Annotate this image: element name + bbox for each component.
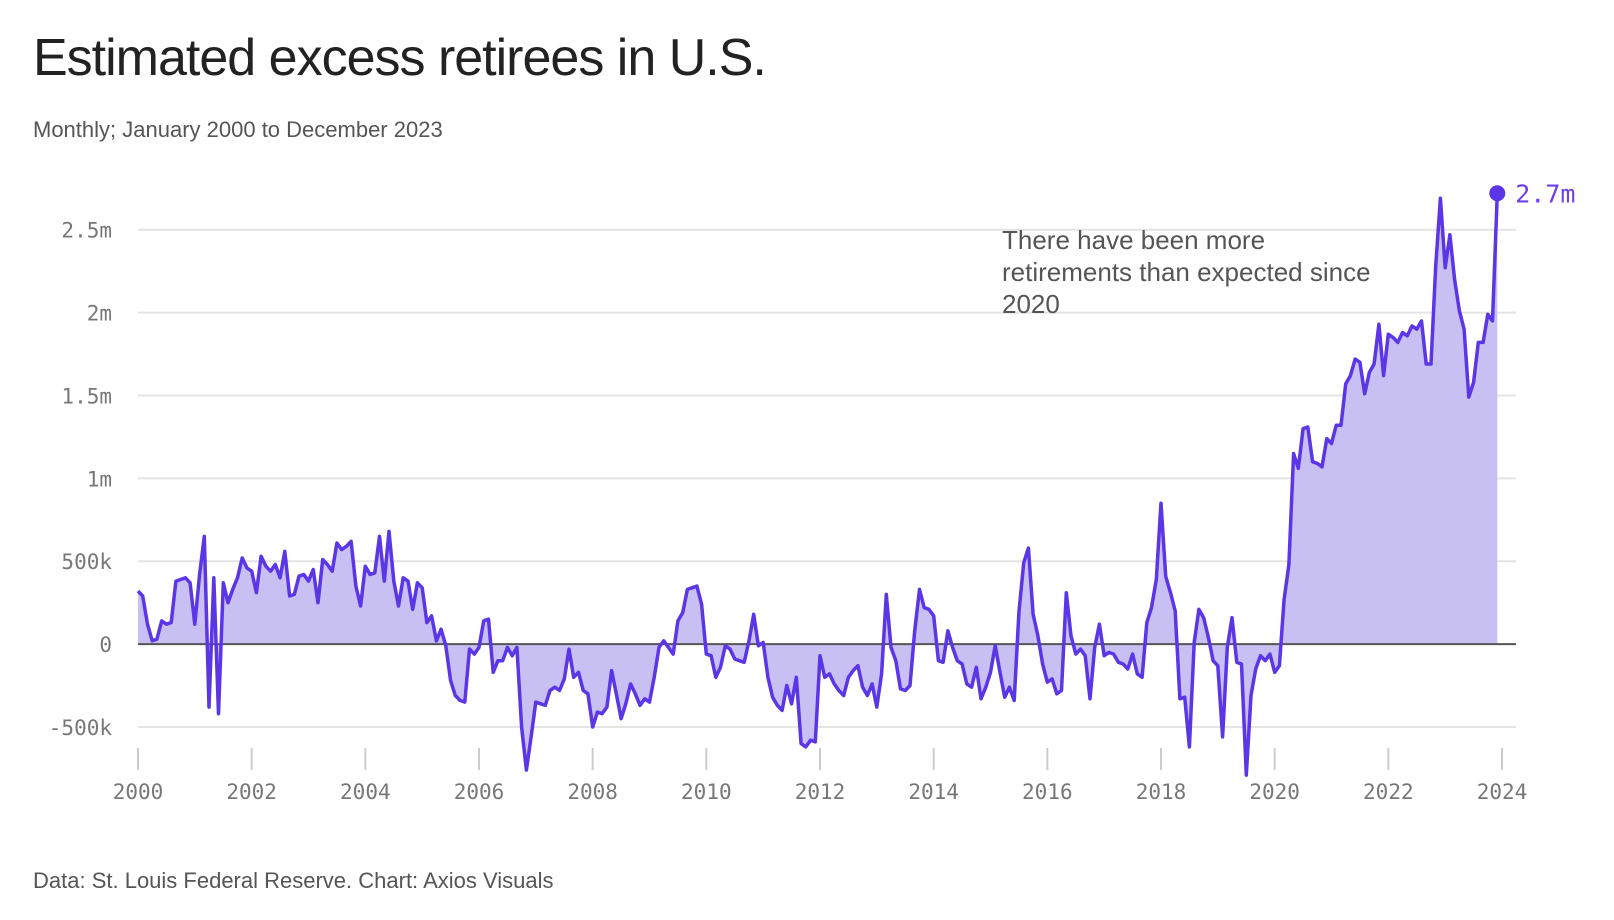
x-tick-label: 2016 — [1022, 780, 1073, 804]
x-tick-label: 2010 — [681, 780, 732, 804]
annotation-line-1: There have been more — [1002, 225, 1265, 255]
x-tick-label: 2020 — [1249, 780, 1300, 804]
annotation-line-3: 2020 — [1002, 289, 1060, 319]
y-tick-label: 1.5m — [61, 384, 112, 408]
x-tick-label: 2022 — [1363, 780, 1414, 804]
end-point-marker — [1489, 185, 1506, 202]
chart-title: Estimated excess retirees in U.S. — [33, 29, 767, 87]
y-tick-label: 0 — [99, 633, 112, 657]
x-tick-label: 2006 — [454, 780, 505, 804]
y-tick-label: 1m — [87, 467, 112, 491]
y-tick-label: -500k — [49, 716, 113, 740]
x-tick-label: 2024 — [1477, 780, 1528, 804]
chart-subtitle: Monthly; January 2000 to December 2023 — [33, 117, 443, 142]
x-tick-label: 2008 — [567, 780, 618, 804]
end-value-label: 2.7m — [1515, 179, 1575, 208]
x-tick-label: 2012 — [795, 780, 846, 804]
area-fill — [138, 193, 1498, 776]
y-tick-label: 2.5m — [61, 219, 112, 243]
source-note: Data: St. Louis Federal Reserve. Chart: … — [33, 868, 554, 893]
series-line — [136, 193, 1500, 777]
y-axis-labels: -500k 0 500k 1m 1.5m 2m 2.5m — [49, 219, 113, 740]
grid-lines — [138, 228, 1516, 728]
x-axis: 2000 2002 2004 2006 2008 2010 2012 2014 2016 2018… — [113, 748, 1528, 804]
x-tick-label: 2014 — [908, 780, 959, 804]
x-tick-label: 2000 — [113, 780, 164, 804]
y-tick-label: 2m — [87, 302, 112, 326]
y-tick-label: 500k — [61, 550, 112, 574]
x-tick-label: 2018 — [1136, 780, 1187, 804]
annotation-line-2: retirements than expected since — [1002, 257, 1371, 287]
annotation: There have been more retirements than ex… — [1002, 225, 1378, 319]
x-tick-label: 2004 — [340, 780, 391, 804]
x-tick-label: 2002 — [226, 780, 277, 804]
